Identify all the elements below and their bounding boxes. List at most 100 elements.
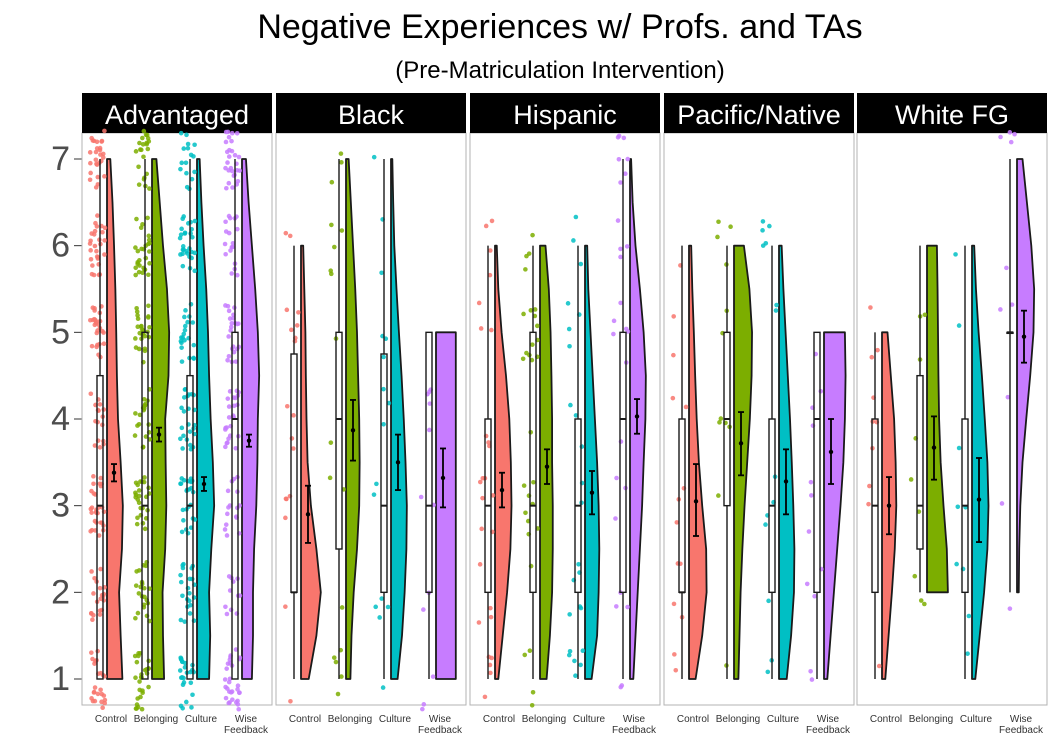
data-point (188, 525, 194, 530)
data-point (137, 330, 143, 336)
data-point (94, 344, 99, 350)
data-point (765, 669, 771, 675)
data-point (188, 602, 193, 608)
data-point (179, 529, 185, 535)
data-point (94, 224, 100, 229)
data-point (236, 154, 242, 160)
data-point (224, 425, 229, 430)
data-point (223, 695, 229, 701)
data-point (182, 387, 188, 392)
data-point (87, 177, 93, 183)
data-point (530, 232, 535, 238)
data-point (374, 481, 379, 487)
data-point (97, 608, 103, 614)
mean-point (828, 449, 834, 455)
data-point (625, 156, 631, 162)
data-point (804, 581, 810, 587)
data-point (90, 305, 96, 311)
mean-point (693, 499, 699, 504)
data-point (89, 505, 95, 510)
data-point (717, 420, 722, 425)
data-point (671, 601, 677, 607)
data-point (339, 228, 345, 233)
x-tick-label: Belonging (909, 714, 953, 725)
data-point (867, 483, 872, 489)
x-tick-label: Wise (1010, 714, 1033, 725)
data-point (224, 533, 230, 538)
data-point (379, 596, 385, 601)
data-point (89, 488, 94, 494)
data-point (283, 496, 289, 502)
data-point (478, 326, 484, 331)
data-point (291, 446, 296, 451)
data-point (530, 342, 535, 347)
data-point (142, 333, 148, 339)
data-point (486, 440, 491, 445)
data-point (190, 235, 195, 240)
data-point (147, 261, 152, 266)
data-point (385, 604, 391, 610)
violin (584, 244, 601, 680)
data-point (233, 647, 239, 652)
y-tick-label: 6 (51, 227, 70, 265)
data-point (284, 307, 290, 313)
data-point (912, 573, 918, 579)
group-0 (670, 244, 708, 680)
group-3 (804, 331, 847, 682)
data-point (373, 604, 379, 610)
data-point (192, 169, 197, 175)
data-point (88, 611, 94, 616)
y-tick-label: 3 (51, 487, 70, 525)
data-point (1005, 394, 1011, 400)
data-point (486, 654, 492, 660)
data-point (92, 685, 98, 690)
data-point (101, 341, 107, 346)
data-point (139, 147, 144, 153)
data-point (227, 676, 233, 682)
data-point (133, 583, 139, 588)
data-point (178, 338, 184, 344)
data-point (611, 331, 616, 337)
data-point (1009, 302, 1015, 307)
data-point (133, 494, 138, 500)
data-point (430, 674, 436, 679)
data-point (716, 493, 721, 498)
data-point (187, 429, 193, 434)
mean-point (395, 460, 401, 465)
data-point (181, 247, 186, 252)
data-point (135, 610, 141, 616)
data-point (92, 443, 98, 448)
data-point (98, 670, 103, 676)
data-point (192, 268, 198, 274)
data-point (91, 591, 96, 596)
data-point (228, 690, 234, 695)
data-point (92, 243, 98, 249)
group-3 (418, 331, 457, 712)
box-rect (813, 331, 821, 594)
data-point (529, 703, 535, 708)
data-point (133, 411, 138, 416)
data-point (339, 674, 344, 679)
x-tick-label: Culture (379, 714, 412, 725)
data-point (102, 238, 107, 243)
data-point (138, 694, 143, 700)
data-point (476, 300, 482, 306)
data-point (223, 522, 229, 527)
data-point (182, 327, 188, 333)
data-point (233, 359, 239, 364)
data-point (87, 150, 93, 155)
data-point (181, 675, 186, 681)
data-point (489, 218, 495, 224)
box-rect (186, 374, 194, 680)
data-point (966, 613, 972, 619)
data-point (866, 501, 871, 507)
y-axis: 1 2 3 4 5 6 7 (51, 140, 82, 698)
data-point (956, 445, 962, 451)
data-point (379, 270, 384, 276)
box-rect (425, 331, 433, 594)
data-point (96, 533, 102, 538)
data-point (182, 619, 187, 624)
box-rect (916, 374, 924, 550)
data-point (528, 308, 534, 313)
data-point (87, 241, 93, 246)
